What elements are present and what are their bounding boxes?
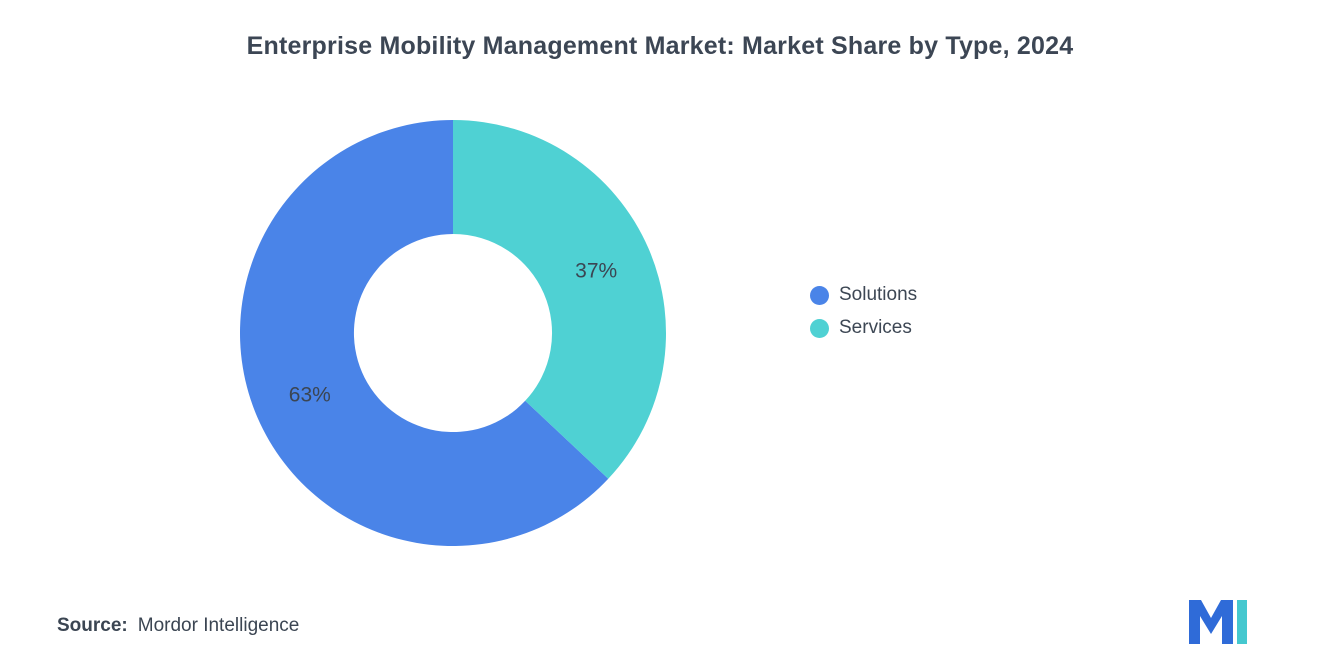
donut-slice-solutions bbox=[240, 120, 609, 546]
source-label: Source: bbox=[57, 615, 128, 636]
slice-label-solutions: 63% bbox=[289, 384, 331, 407]
donut-slice-services bbox=[453, 120, 667, 479]
chart-title: Enterprise Mobility Management Market: M… bbox=[246, 32, 1074, 60]
donut-chart-area: 63% 37% bbox=[236, 116, 670, 550]
chart-legend: Solutions Services bbox=[810, 284, 917, 350]
legend-label-solutions: Solutions bbox=[839, 284, 918, 305]
legend-item-solutions: Solutions bbox=[810, 284, 917, 306]
source-line: Source: Mordor Intelligence bbox=[57, 615, 299, 637]
source-value: Mordor Intelligence bbox=[137, 615, 300, 636]
donut-chart: 63% 37% bbox=[240, 120, 667, 546]
legend-label-services: Services bbox=[839, 317, 912, 338]
legend-swatch bbox=[810, 318, 829, 338]
legend-swatch bbox=[810, 285, 829, 305]
slice-label-services: 37% bbox=[575, 260, 617, 283]
legend-item-services: Services bbox=[810, 317, 917, 339]
mordor-intelligence-logo bbox=[1189, 600, 1247, 644]
